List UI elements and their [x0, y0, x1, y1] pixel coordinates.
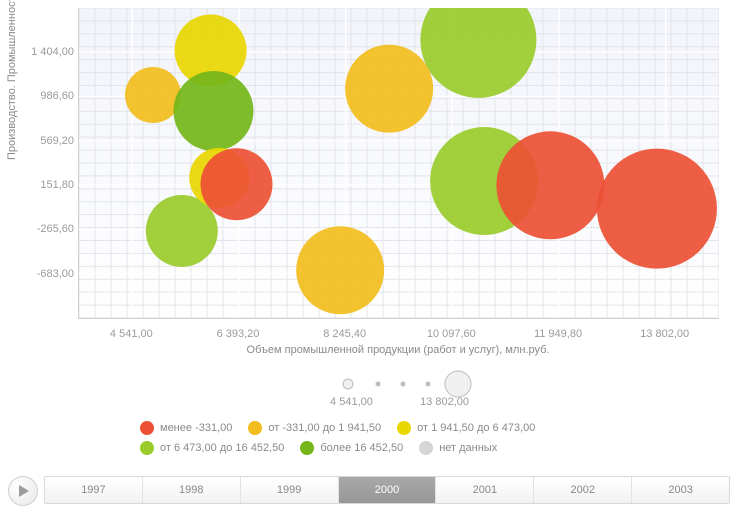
size-legend-dot — [445, 371, 471, 397]
x-tick: 10 097,60 — [427, 328, 476, 340]
size-legend-dot — [401, 382, 405, 386]
x-tick: 8 245,40 — [323, 328, 366, 340]
bubble[interactable] — [201, 148, 273, 220]
y-tick: 151,80 — [14, 179, 74, 191]
x-tick: 6 393,20 — [217, 328, 260, 340]
size-legend-dot — [376, 382, 380, 386]
x-axis-label: Объем промышленной продукции (работ и ус… — [78, 344, 718, 356]
legend-label: от 6 473,00 до 16 452,50 — [160, 442, 284, 454]
legend-item: более 16 452,50 — [300, 438, 403, 458]
y-tick: -265,60 — [14, 223, 74, 235]
legend-item: от 6 473,00 до 16 452,50 — [140, 438, 284, 458]
legend-label: от -331,00 до 1 941,50 — [268, 422, 381, 434]
legend-label: более 16 452,50 — [320, 442, 403, 454]
legend-label: от 1 941,50 до 6 473,00 — [417, 422, 535, 434]
legend-swatch — [140, 421, 154, 435]
timeline-year[interactable]: 1998 — [142, 477, 240, 503]
x-tick: 4 541,00 — [110, 328, 153, 340]
legend-item: от -331,00 до 1 941,50 — [248, 418, 381, 438]
legend-label: нет данных — [439, 442, 497, 454]
y-tick: -683,00 — [14, 268, 74, 280]
bubble[interactable] — [146, 195, 218, 267]
x-tick: 13 802,00 — [640, 328, 689, 340]
size-legend — [78, 370, 718, 398]
timeline: 1997199819992000200120022003 — [44, 476, 730, 504]
legend-item: от 1 941,50 до 6 473,00 — [397, 418, 535, 438]
bubble[interactable] — [125, 67, 181, 123]
size-max-label: 13 802,00 — [400, 396, 490, 408]
y-tick: 569,20 — [14, 135, 74, 147]
size-min-label: 4 541,00 — [306, 396, 396, 408]
x-tick: 11 949,80 — [534, 328, 582, 340]
play-button[interactable] — [8, 476, 38, 506]
legend-swatch — [397, 421, 411, 435]
size-legend-dot — [343, 379, 353, 389]
legend-label: менее -331,00 — [160, 422, 232, 434]
size-legend-dot — [426, 382, 430, 386]
legend-item: нет данных — [419, 438, 497, 458]
bubble[interactable] — [345, 45, 433, 133]
timeline-year[interactable]: 2002 — [533, 477, 631, 503]
bubble[interactable] — [173, 71, 253, 151]
y-tick: 1 404,00 — [14, 46, 74, 58]
timeline-year[interactable]: 1999 — [240, 477, 338, 503]
legend-swatch — [300, 441, 314, 455]
bubble[interactable] — [597, 149, 717, 269]
timeline-year[interactable]: 2001 — [435, 477, 533, 503]
legend-swatch — [248, 421, 262, 435]
bubble[interactable] — [296, 226, 384, 314]
timeline-year[interactable]: 2000 — [338, 477, 436, 503]
timeline-year[interactable]: 2003 — [631, 477, 729, 503]
legend-item: менее -331,00 — [140, 418, 232, 438]
legend-swatch — [140, 441, 154, 455]
size-legend-values: 4 541,00 13 802,00 — [78, 396, 718, 408]
y-tick: 986,60 — [14, 90, 74, 102]
bubble-chart — [78, 8, 719, 319]
legend-swatch — [419, 441, 433, 455]
color-legend: менее -331,00 от -331,00 до 1 941,50 от 1 … — [140, 418, 700, 458]
timeline-year[interactable]: 1997 — [45, 477, 142, 503]
bubble[interactable] — [496, 131, 604, 239]
bubble[interactable] — [420, 8, 536, 98]
play-icon — [19, 485, 29, 497]
